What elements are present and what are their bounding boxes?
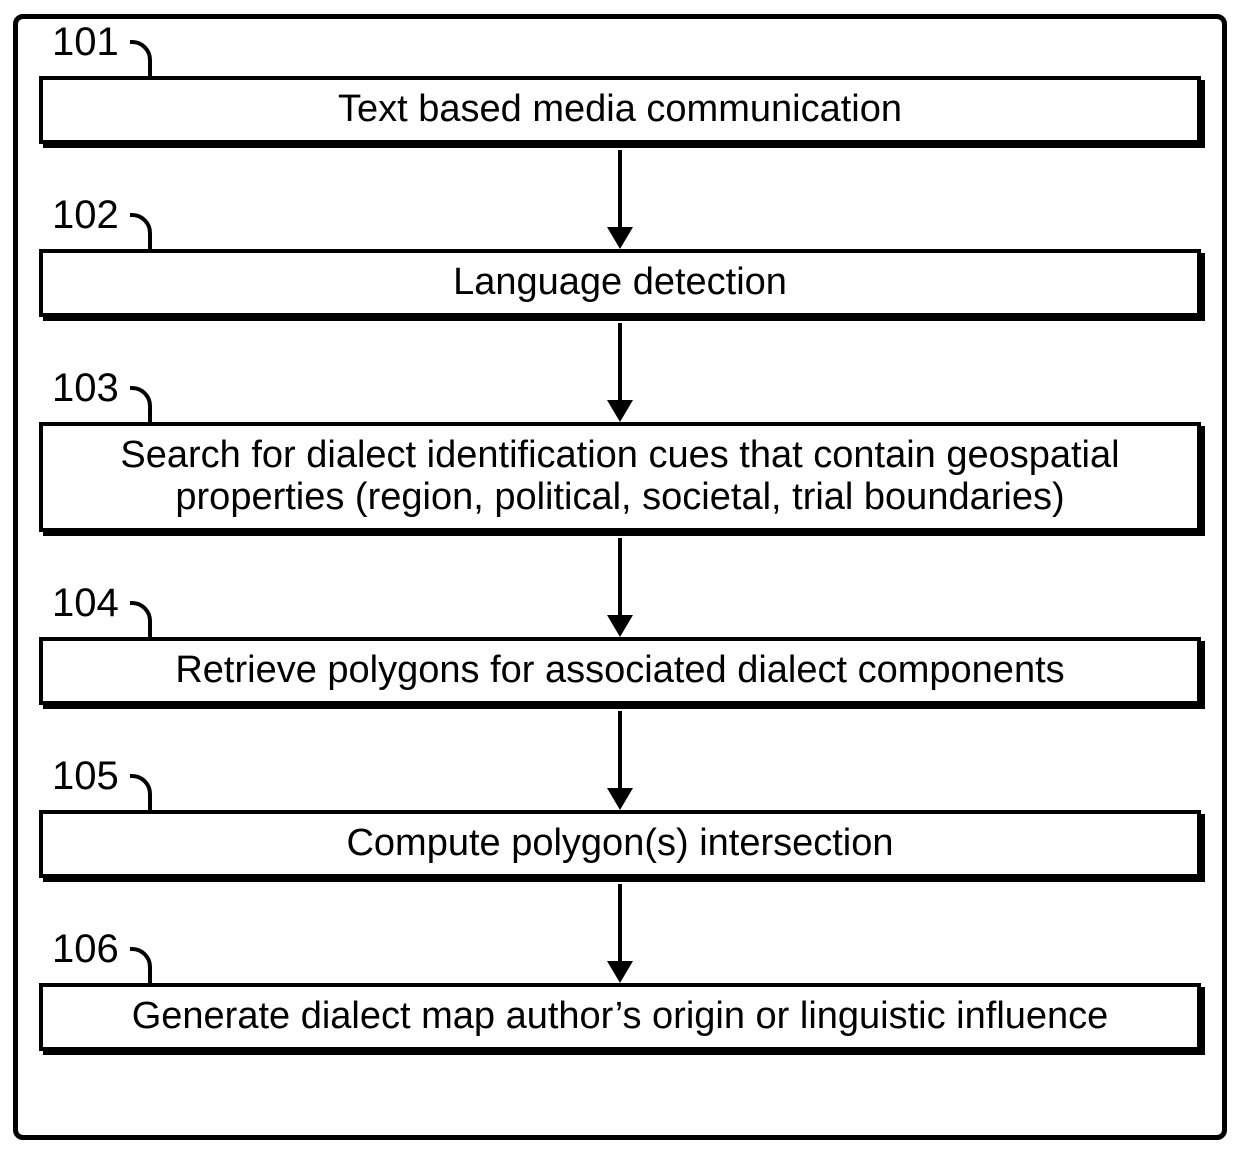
flowchart-canvas: Text based media communication 101 Languag…	[0, 0, 1240, 1154]
step-text: Search for dialect identification cues t…	[43, 435, 1197, 519]
step-text: Retrieve polygons for associated dialect…	[43, 650, 1197, 692]
step-box-105: Compute polygon(s) intersection	[39, 810, 1201, 878]
callout-103	[128, 386, 174, 428]
callout-102	[128, 213, 174, 255]
ref-label-103: 103	[52, 366, 119, 411]
step-text: Language detection	[43, 262, 1197, 304]
arrow-105-106	[605, 884, 635, 983]
step-box-101: Text based media communication	[39, 76, 1201, 144]
callout-101	[128, 40, 174, 82]
ref-label-101: 101	[52, 20, 119, 65]
step-box-102: Language detection	[39, 249, 1201, 317]
arrow-104-105	[605, 711, 635, 810]
ref-label-104: 104	[52, 581, 119, 626]
callout-105	[128, 774, 174, 816]
step-text: Generate dialect map author’s origin or …	[43, 996, 1197, 1038]
callout-106	[128, 947, 174, 989]
ref-label-102: 102	[52, 193, 119, 238]
step-box-103: Search for dialect identification cues t…	[39, 422, 1201, 532]
ref-label-105: 105	[52, 754, 119, 799]
step-text: Compute polygon(s) intersection	[43, 823, 1197, 865]
callout-104	[128, 601, 174, 643]
ref-label-106: 106	[52, 927, 119, 972]
step-text: Text based media communication	[43, 89, 1197, 131]
arrow-103-104	[605, 538, 635, 637]
arrow-101-102	[605, 150, 635, 249]
step-box-106: Generate dialect map author’s origin or …	[39, 983, 1201, 1051]
arrow-102-103	[605, 323, 635, 422]
step-box-104: Retrieve polygons for associated dialect…	[39, 637, 1201, 705]
